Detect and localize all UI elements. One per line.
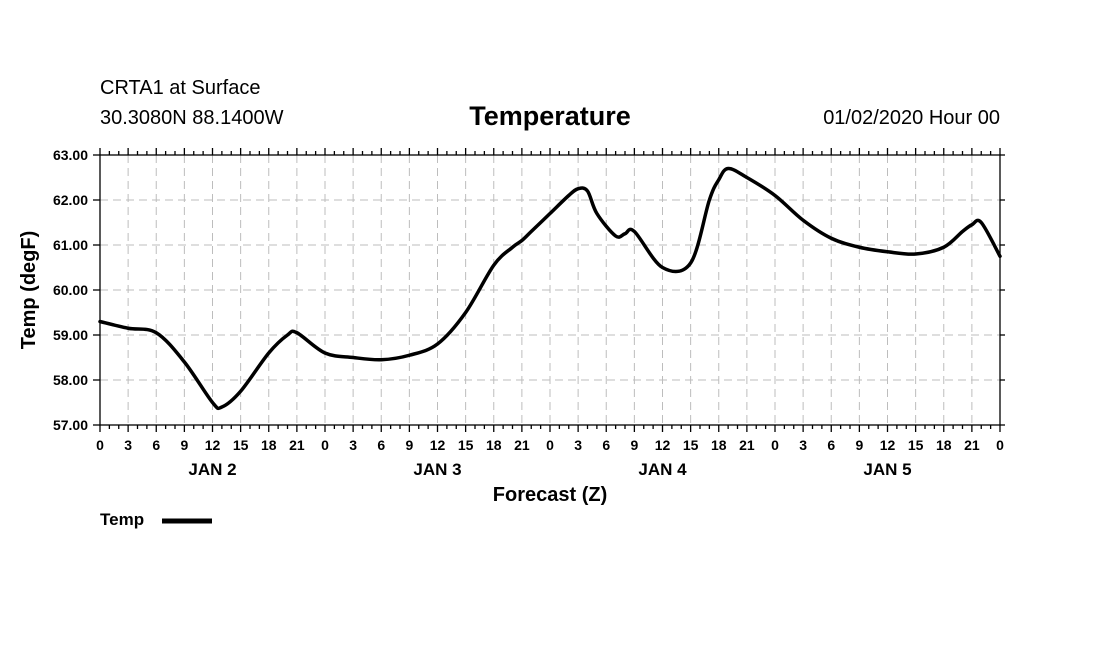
x-tick-label: 3 [124, 437, 132, 453]
x-axis: 0 3 6 9 12 15 18 21 0 3 6 9 12 15 18 21 0 3 6 9 12 15 18 21 0 3 6 9… [96, 148, 1004, 479]
x-tick-label: 21 [964, 437, 980, 453]
x-tick-label: 6 [602, 437, 610, 453]
x-tick-label: 15 [683, 437, 699, 453]
legend-label: Temp [100, 510, 144, 529]
y-tick-label: 62.00 [53, 192, 88, 208]
x-axis-label: Forecast (Z) [493, 484, 607, 506]
x-tick-label: 3 [799, 437, 807, 453]
y-axis: 57.00 58.00 59.00 60.00 61.00 62.00 63.00 [53, 147, 1005, 433]
x-tick-label: 9 [630, 437, 638, 453]
y-tick-label: 60.00 [53, 282, 88, 298]
x-tick-label: 18 [486, 437, 502, 453]
day-label: JAN 5 [863, 460, 911, 479]
x-tick-label: 21 [514, 437, 530, 453]
x-tick-label: 0 [321, 437, 329, 453]
x-tick-label: 18 [936, 437, 952, 453]
x-tick-label: 9 [855, 437, 863, 453]
plot-frame [99, 154, 1001, 426]
x-tick-label: 9 [405, 437, 413, 453]
x-tick-label: 15 [458, 437, 474, 453]
x-tick-label: 12 [655, 437, 671, 453]
day-label: JAN 3 [413, 460, 461, 479]
series-layer [98, 166, 1002, 411]
y-tick-label: 59.00 [53, 327, 88, 343]
day-label: JAN 4 [638, 460, 687, 479]
x-tick-label: 0 [546, 437, 554, 453]
y-tick-label: 63.00 [53, 147, 88, 163]
x-tick-label: 6 [152, 437, 160, 453]
init-time: 01/02/2020 Hour 00 [823, 107, 1000, 129]
x-tick-label: 12 [205, 437, 221, 453]
chart-title: Temperature [469, 101, 631, 131]
x-tick-label: 0 [96, 437, 104, 453]
x-tick-label: 0 [996, 437, 1004, 453]
x-tick-label: 15 [233, 437, 249, 453]
x-tick-label: 3 [349, 437, 357, 453]
y-tick-label: 61.00 [53, 237, 88, 253]
x-tick-label: 15 [908, 437, 924, 453]
x-tick-label: 0 [771, 437, 779, 453]
x-tick-label: 18 [261, 437, 277, 453]
y-tick-label: 58.00 [53, 372, 88, 388]
x-tick-label: 3 [574, 437, 582, 453]
x-tick-label: 6 [377, 437, 385, 453]
x-tick-label: 12 [430, 437, 446, 453]
day-label: JAN 2 [188, 460, 236, 479]
y-axis-label: Temp (degF) [18, 231, 40, 350]
station-name: CRTA1 at Surface [100, 77, 260, 99]
legend: Temp [100, 510, 212, 529]
grid-lines [100, 155, 1000, 425]
x-tick-label: 18 [711, 437, 727, 453]
station-location: 30.3080N 88.1400W [100, 107, 284, 129]
x-tick-label: 21 [289, 437, 305, 453]
x-tick-label: 21 [739, 437, 755, 453]
x-tick-label: 6 [827, 437, 835, 453]
x-tick-label: 9 [180, 437, 188, 453]
x-tick-label: 12 [880, 437, 896, 453]
y-tick-label: 57.00 [53, 417, 88, 433]
series-line-temp [98, 166, 1002, 411]
